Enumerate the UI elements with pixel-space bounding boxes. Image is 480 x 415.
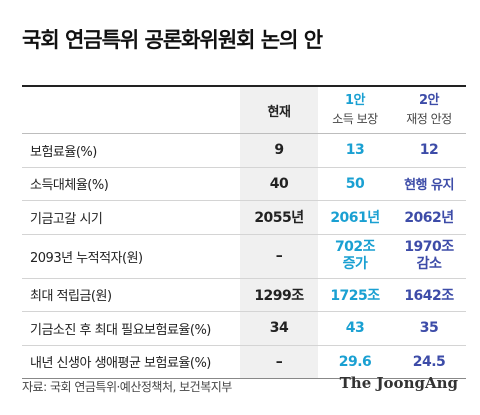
table-row-premium-rate: 보험료율(%) 9 13 12 xyxy=(22,134,466,168)
table-top-rule xyxy=(22,85,466,87)
row-label: 내년 신생아 생애평균 보험료율(%) xyxy=(30,356,211,372)
header-plan2-subtitle: 재정 안정 xyxy=(406,112,452,126)
row-label: 기금고갈 시기 xyxy=(30,211,103,227)
header-plan2: 2안 재정 안정 xyxy=(392,87,466,133)
plan1-value: 29.6 xyxy=(338,353,372,370)
plan2-value: 35 xyxy=(419,320,439,337)
table-header-row: 현재 1안 소득 보장 2안 재정 안정 xyxy=(22,87,466,134)
plan2-value-direction: 감소 xyxy=(416,256,442,272)
current-value: 9 xyxy=(240,134,318,167)
plan1-value: 2061년 xyxy=(330,210,380,227)
brand-logo: The JoongAng xyxy=(339,374,458,392)
source-note: 자료: 국회 연금특위·예산정책처, 보건복지부 xyxy=(22,380,232,394)
current-value: – xyxy=(240,345,318,378)
table-row-depletion-year: 기금고갈 시기 2055년 2061년 2062년 xyxy=(22,201,466,235)
row-label: 기금소진 후 최대 필요보험료율(%) xyxy=(30,322,211,338)
current-value: – xyxy=(240,234,318,278)
plan2-value: 현행 유지 xyxy=(404,178,454,194)
plan2-value: 2062년 xyxy=(404,210,454,227)
plan1-value-amount: 702조 xyxy=(334,239,376,255)
header-plan2-number: 2안 xyxy=(418,93,440,108)
row-label: 최대 적립금(원) xyxy=(30,289,112,305)
current-value: 40 xyxy=(240,167,318,200)
header-plan1: 1안 소득 보장 xyxy=(318,87,392,133)
table-row-replacement-rate: 소득대체율(%) 40 50 현행 유지 xyxy=(22,167,466,201)
current-value: 2055년 xyxy=(240,201,318,234)
header-current: 현재 xyxy=(240,87,318,133)
table-row-max-required-rate: 기금소진 후 최대 필요보험료율(%) 34 43 35 xyxy=(22,312,466,346)
current-value: 1299조 xyxy=(240,278,318,311)
plan2-value: 24.5 xyxy=(412,353,446,370)
plan1-value: 50 xyxy=(345,175,365,192)
table-row-max-reserve: 최대 적립금(원) 1299조 1725조 1642조 xyxy=(22,278,466,312)
table-row-newborn-lifetime-rate: 내년 신생아 생애평균 보험료율(%) – 29.6 24.5 xyxy=(22,345,466,379)
row-label: 소득대체율(%) xyxy=(30,178,109,194)
header-plan1-number: 1안 xyxy=(344,93,366,108)
plan2-value: 12 xyxy=(419,142,439,159)
table-row-cumulative-deficit: 2093년 누적적자(원) – 702조 증가 1970조 감소 xyxy=(22,234,466,279)
comparison-table: 현재 1안 소득 보장 2안 재정 안정 보험료율(%) 9 13 12 소득대… xyxy=(22,85,466,379)
row-label: 2093년 누적적자(원) xyxy=(30,250,143,266)
plan1-value: 43 xyxy=(345,320,365,337)
plan2-value-amount: 1970조 xyxy=(404,239,454,255)
header-plan1-subtitle: 소득 보장 xyxy=(332,112,378,126)
plan2-value: 1970조 감소 xyxy=(392,235,466,278)
plan1-value: 702조 증가 xyxy=(318,235,392,278)
plan1-value-direction: 증가 xyxy=(342,256,368,272)
plan1-value: 1725조 xyxy=(330,287,380,304)
current-value: 34 xyxy=(240,312,318,345)
plan1-value: 13 xyxy=(345,142,365,159)
row-label: 보험료율(%) xyxy=(30,144,97,160)
plan2-value: 1642조 xyxy=(404,287,454,304)
header-label-cell xyxy=(22,87,240,133)
page-title: 국회 연금특위 공론화위원회 논의 안 xyxy=(22,28,323,52)
